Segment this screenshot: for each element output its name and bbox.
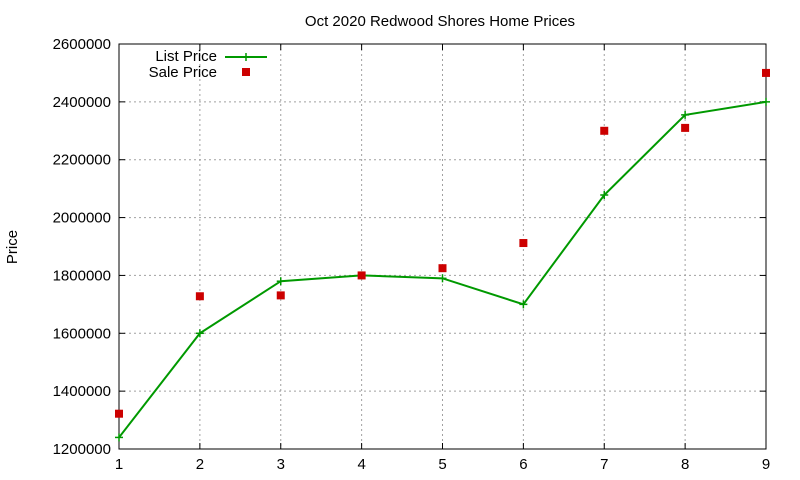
y-tick-label: 2000000 (53, 210, 111, 227)
y-tick-label: 2400000 (53, 94, 111, 111)
grid-lines (119, 44, 766, 449)
point-sale-price (681, 123, 690, 132)
legend-marker-sale-price (242, 68, 250, 76)
point-sale-price (276, 291, 285, 300)
point-list-price (115, 433, 123, 442)
point-list-price (762, 97, 770, 106)
legend-label-list-price: List Price (155, 48, 217, 65)
point-list-price (600, 191, 609, 200)
legend: List Price Sale Price (149, 48, 267, 81)
point-sale-price (357, 271, 366, 280)
y-tick-label: 1800000 (53, 267, 111, 284)
x-tick-label: 8 (681, 456, 689, 473)
x-tick-label: 5 (438, 456, 446, 473)
y-axis-label: Price (4, 230, 21, 264)
y-tick-label: 1400000 (53, 383, 111, 400)
point-list-price (276, 277, 285, 286)
series-layer (115, 68, 770, 442)
x-tick-label: 2 (196, 456, 204, 473)
point-list-price (438, 274, 447, 283)
y-tick-label: 1200000 (53, 441, 111, 458)
legend-marker-list-price (242, 53, 250, 61)
point-sale-price (195, 292, 204, 301)
x-tick-label: 6 (519, 456, 527, 473)
legend-plus-marker (242, 53, 250, 61)
x-tick-label: 1 (115, 456, 123, 473)
point-list-price (195, 329, 204, 338)
point-sale-price (438, 264, 447, 273)
point-sale-price (762, 68, 770, 77)
point-sale-price (115, 409, 123, 418)
point-list-price (519, 300, 528, 309)
axis-ticks: 1200000 1400000 1600000 1800000 2000000 22000… (53, 36, 771, 473)
point-sale-price (519, 239, 528, 248)
x-tick-label: 9 (762, 456, 770, 473)
y-tick-label: 2200000 (53, 152, 111, 169)
x-tick-label: 7 (600, 456, 608, 473)
legend-label-sale-price: Sale Price (149, 64, 217, 81)
y-tick-label: 2600000 (53, 36, 111, 53)
x-tick-label: 3 (277, 456, 285, 473)
x-tick-label: 4 (357, 456, 365, 473)
y-tick-label: 1600000 (53, 325, 111, 342)
point-list-price (681, 110, 690, 119)
chart-title: Oct 2020 Redwood Shores Home Prices (305, 13, 575, 30)
point-sale-price (600, 126, 609, 135)
